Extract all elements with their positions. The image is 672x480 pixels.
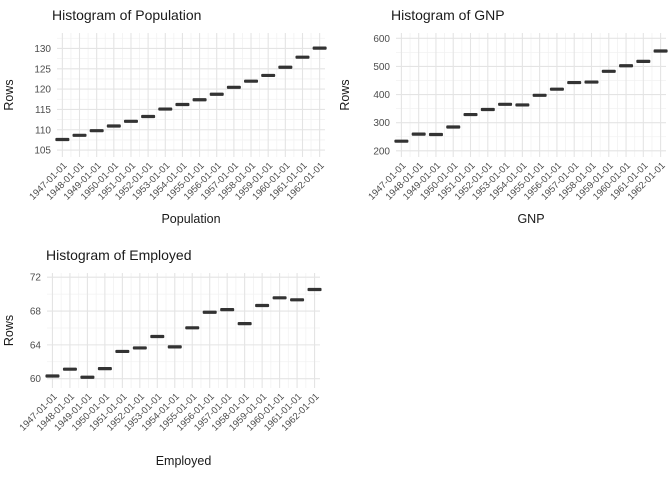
data-point-dash-mark [158,107,173,111]
y-tick-label: 120 [34,85,51,96]
data-point-dash-mark [446,125,461,129]
y-tick-label: 500 [373,62,390,73]
data-point-dash-mark [307,287,322,292]
data-point-dash-mark [498,102,513,106]
y-tick-label: 125 [34,64,51,75]
data-point-dash-mark [244,79,259,83]
data-point-dash-mark [89,129,104,133]
data-point-dash-mark [584,80,599,84]
data-point-dash-mark [636,59,651,63]
data-point-dash-mark [261,73,276,78]
data-point-dash-mark [290,298,305,302]
data-point-dash-mark [106,124,121,128]
data-point-dash-mark [62,367,77,371]
data-point-dash-mark [226,85,241,89]
chart-title: Histogram of GNP [391,7,505,23]
data-point-dash-mark [202,310,217,314]
data-point-dash-mark [272,296,287,300]
x-axis-title: GNP [517,212,544,226]
y-tick-label: 400 [373,90,390,101]
data-point-dash-mark [150,334,165,339]
data-point-dash-mark [312,46,327,50]
y-tick-label: 60 [30,374,42,385]
data-point-dash-mark [619,64,634,68]
chart-svg: 606468721947-01-011948-01-011949-01-0119… [2,247,322,468]
y-tick-label: 110 [35,125,51,136]
data-point-dash-mark [80,375,95,379]
data-point-dash-mark [653,49,668,53]
data-point-dash-mark [220,308,235,312]
data-point-dash-mark [515,103,530,107]
y-tick-label: 115 [35,105,51,116]
data-point-dash-mark [295,55,310,59]
data-point-dash-mark [428,132,443,137]
y-tick-label: 300 [373,118,390,129]
data-point-dash-mark [97,367,112,371]
data-point-dash-mark [567,80,582,85]
x-axis-title: Employed [156,454,212,468]
y-tick-label: 68 [30,307,42,318]
employed-histogram-chart: 60 64 68 72 1947-01-01 1948-01-01 1949-01-01 19… [0,240,336,480]
data-point-dash-mark [278,65,293,69]
chart-svg: 1051101151201251301947-01-011948-01-0119… [2,7,327,226]
data-point-dash-mark [237,322,252,326]
data-point-dash-mark [167,345,182,349]
data-point-dash-mark [115,349,130,354]
chart-title: Histogram of Population [52,7,201,23]
data-point-dash-mark [463,112,478,117]
y-tick-label: 72 [30,273,42,284]
y-tick-label: 105 [34,146,51,157]
data-point-dash-mark [394,139,409,143]
data-point-dash-mark [209,92,224,96]
data-point-dash-mark [72,133,87,137]
y-tick-label: 64 [30,340,42,351]
data-point-dash-mark [549,87,564,91]
data-point-dash-mark [480,107,495,112]
data-point-dash-mark [185,326,200,330]
data-point-dash-mark [55,137,70,142]
data-point-dash-mark [192,98,207,102]
y-tick-label: 600 [373,34,390,45]
data-point-dash-mark [141,114,156,119]
data-point-dash-mark [255,303,270,308]
data-point-dash-mark [532,93,547,97]
chart-svg: 2003004005006001947-01-011948-01-011949-… [338,7,668,226]
y-tick-label: 130 [34,44,51,55]
data-point-dash-mark [175,102,190,107]
gnp-histogram-chart: 200 300 400 500 600 1947-01-01 1948-01-01 1949-… [336,0,672,240]
y-axis-title: Rows [338,79,352,110]
x-axis-title: Population [161,212,220,226]
data-point-dash-mark [601,69,616,73]
y-axis-title: Rows [2,79,16,110]
data-point-dash-mark [411,132,426,136]
population-histogram-chart: 105 110 115 120 125 130 1947-01-01 1948-01-01 19… [0,0,336,240]
data-point-dash-mark [45,374,60,378]
y-tick-label: 200 [373,146,390,157]
y-axis-title: Rows [2,315,16,346]
data-point-dash-mark [132,346,147,350]
chart-title: Histogram of Employed [46,247,192,263]
data-point-dash-mark [123,119,138,123]
